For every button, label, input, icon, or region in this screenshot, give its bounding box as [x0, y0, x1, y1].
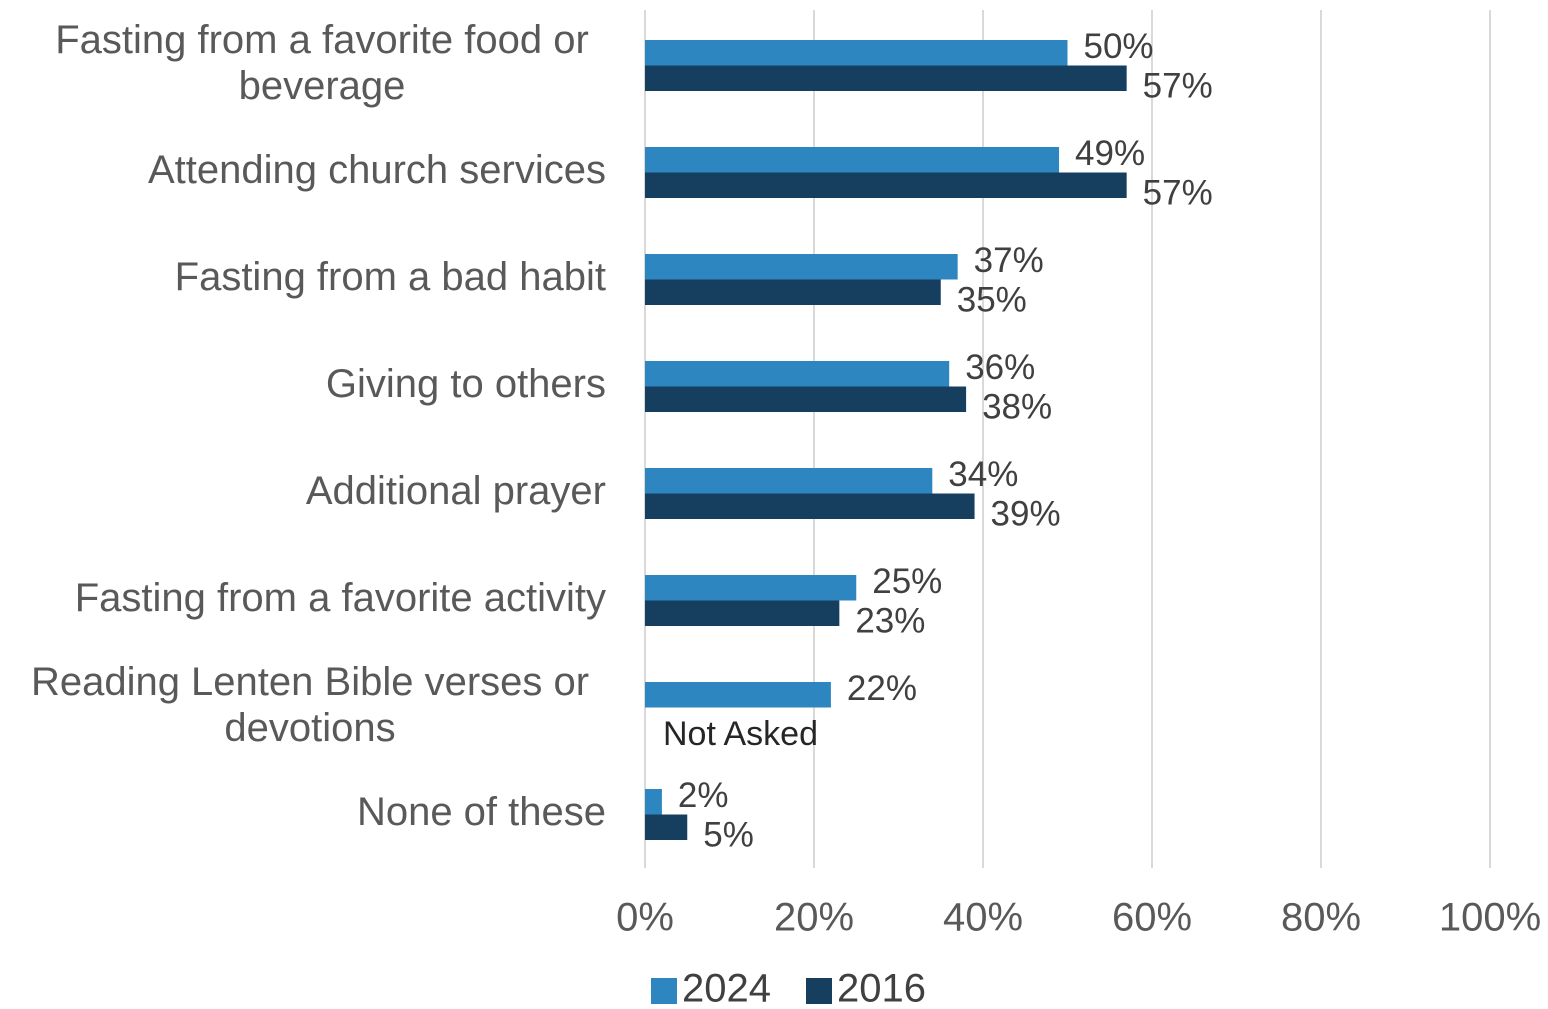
- category-label: Attending church services: [148, 148, 606, 192]
- data-label: 25%: [872, 562, 942, 601]
- data-label: 22%: [847, 669, 917, 708]
- data-label: 57%: [1143, 174, 1213, 213]
- category-label: Reading Lenten Bible verses or devotions: [31, 660, 589, 750]
- category-label: Giving to others: [326, 362, 606, 406]
- data-label: 50%: [1084, 27, 1154, 66]
- data-label: 38%: [982, 388, 1052, 427]
- bar-2016: [645, 600, 840, 626]
- legend: 2024 2016: [651, 967, 926, 1009]
- bars: [645, 40, 1127, 840]
- category-labels: Fasting from a favorite food or beverage A…: [31, 18, 606, 834]
- bar-2024: [645, 361, 950, 387]
- bar-2016: [645, 493, 975, 519]
- bar-2016: [645, 279, 941, 305]
- x-tick-label: 0%: [616, 896, 674, 940]
- data-label: 49%: [1075, 134, 1145, 173]
- x-axis-tick-labels: 0% 20% 40% 60% 80% 100%: [616, 896, 1541, 940]
- bar-2016: [645, 172, 1127, 198]
- data-label: 34%: [948, 455, 1018, 494]
- data-label: 23%: [855, 602, 925, 641]
- x-tick-label: 20%: [774, 896, 854, 940]
- data-label: 57%: [1143, 67, 1213, 106]
- category-label: Additional prayer: [306, 469, 606, 513]
- bar-2016: [645, 814, 688, 840]
- category-label: Fasting from a bad habit: [175, 255, 606, 299]
- bar-2024: [645, 40, 1068, 66]
- x-tick-label: 60%: [1112, 896, 1192, 940]
- x-tick-label: 40%: [943, 896, 1023, 940]
- bar-2024: [645, 682, 831, 708]
- bar-2024: [645, 468, 933, 494]
- not-asked-note: Not Asked: [663, 715, 818, 753]
- data-label: 36%: [965, 348, 1035, 387]
- data-label: 39%: [991, 495, 1061, 534]
- x-tick-label: 80%: [1281, 896, 1361, 940]
- category-label: Fasting from a favorite activity: [75, 576, 606, 620]
- category-label: Fasting from a favorite food or beverage: [55, 18, 589, 108]
- data-label: 5%: [703, 816, 754, 855]
- bar-2024: [645, 147, 1060, 173]
- category-label: None of these: [357, 790, 606, 834]
- legend-label: 2024: [682, 967, 771, 1009]
- bar-2024: [645, 789, 662, 815]
- data-label: 35%: [957, 281, 1027, 320]
- bar-2024: [645, 575, 857, 601]
- data-label: 37%: [974, 241, 1044, 280]
- data-label: 2%: [678, 776, 729, 815]
- legend-swatch-2016: [806, 978, 832, 1004]
- legend-label: 2016: [837, 967, 926, 1009]
- bar-2024: [645, 254, 958, 280]
- data-labels: 50%57%49%57%37%35%36%38%34%39%25%23%22%2…: [663, 27, 1213, 855]
- legend-swatch-2024: [651, 978, 677, 1004]
- bar-2016: [645, 386, 967, 412]
- x-tick-label: 100%: [1439, 896, 1541, 940]
- bar-2016: [645, 65, 1127, 91]
